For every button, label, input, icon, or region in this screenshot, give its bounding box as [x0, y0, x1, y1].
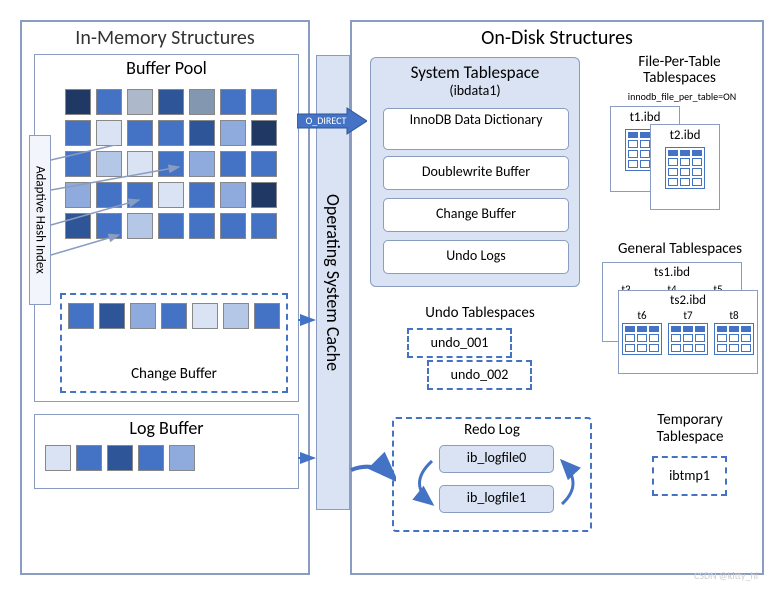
fpt-label: File-Per-Table Tablespaces [602, 54, 757, 86]
buffer-pool-title: Buffer Pool [35, 57, 298, 79]
ahi-arrows [49, 145, 249, 275]
buffer-cell [189, 89, 215, 115]
buffer-cell [127, 120, 153, 146]
system-ts-item-1: Doublewrite Buffer [383, 156, 569, 190]
fpt-file-1: t2.ibd [650, 124, 720, 210]
redo-file-1: ib_logfile1 [439, 485, 554, 513]
change-buffer-squares [68, 303, 284, 333]
buffer-cell [158, 89, 184, 115]
gen0-t1: t4 [667, 282, 676, 297]
change-buffer-cell [223, 303, 249, 329]
buffer-cell [251, 89, 277, 115]
cache-arrows [296, 300, 396, 520]
fpt-file-0: t1.ibd [610, 106, 680, 192]
in-memory-title: In-Memory Structures [22, 26, 308, 50]
log-buffer: Log Buffer [34, 414, 299, 489]
temp-ts-file: ibtmp1 [652, 456, 727, 496]
undo-file-0: undo_001 [407, 328, 512, 358]
gen0-t0: t3 [621, 282, 630, 297]
system-ts-item-3: Undo Logs [383, 240, 569, 274]
gen0-t2: t5 [713, 282, 722, 297]
general-ts-label: General Tablespaces [600, 240, 760, 258]
log-buffer-cell [169, 445, 195, 471]
redo-cycle-icon [402, 449, 587, 519]
buffer-cell [251, 213, 277, 239]
change-buffer-cell [192, 303, 218, 329]
change-buffer-cell [254, 303, 280, 329]
undo-ts-label: Undo Tablespaces [400, 304, 560, 322]
change-buffer-cell [68, 303, 94, 329]
on-disk-title: On-Disk Structures [352, 26, 762, 50]
redo-file-0: ib_logfile0 [439, 445, 554, 473]
fpt-setting: innodb_file_per_table=ON [602, 90, 762, 103]
temp-ts-label: Temporary Tablespace [630, 412, 750, 446]
system-ts-item-2: Change Buffer [383, 198, 569, 232]
log-buffer-squares [45, 445, 290, 475]
in-memory-container: In-Memory Structures Buffer Pool Adaptiv… [20, 20, 310, 575]
system-tablespace: System Tablespace (ibdata1) InnoDB Data … [370, 57, 580, 287]
log-buffer-title: Log Buffer [35, 417, 298, 439]
change-buffer-cell [161, 303, 187, 329]
gen1-t1: t7 [668, 308, 708, 359]
buffer-cell [251, 182, 277, 208]
buffer-cell [96, 89, 122, 115]
undo-file-1: undo_002 [427, 360, 532, 390]
buffer-cell [65, 120, 91, 146]
log-buffer-cell [45, 445, 71, 471]
system-ts-item-0: InnoDB Data Dictionary [383, 108, 569, 150]
buffer-cell [127, 89, 153, 115]
log-buffer-cell [138, 445, 164, 471]
change-buffer-cell [130, 303, 156, 329]
buffer-pool: Buffer Pool Adaptive Hash Index [34, 54, 299, 402]
buffer-cell [220, 120, 246, 146]
redo-log: Redo Log ib_logfile0 ib_logfile1 [392, 417, 592, 532]
change-buffer-cell [99, 303, 125, 329]
gen-ts-1: ts2.ibd t6 t7 t8 [618, 290, 758, 374]
on-disk-container: On-Disk Structures System Tablespace (ib… [350, 20, 764, 575]
buffer-cell [251, 151, 277, 177]
log-buffer-cell [76, 445, 102, 471]
change-buffer: Change Buffer [60, 293, 288, 393]
buffer-cell [96, 120, 122, 146]
buffer-cell [189, 120, 215, 146]
buffer-cell [158, 120, 184, 146]
buffer-cell [65, 89, 91, 115]
o-direct-arrow: O_DIRECT [297, 106, 367, 136]
o-direct-label: O_DIRECT [301, 114, 351, 127]
change-buffer-label: Change Buffer [62, 365, 286, 383]
innodb-architecture-diagram: In-Memory Structures Buffer Pool Adaptiv… [20, 20, 764, 580]
gen-ts-0: ts1.ibd t3 t4 t5 [602, 262, 742, 342]
gen1-t2: t8 [714, 308, 754, 359]
watermark: CSDN @kitty_hi [694, 569, 758, 582]
buffer-cell [220, 89, 246, 115]
system-ts-subtitle: (ibdata1) [371, 82, 579, 99]
system-ts-title: System Tablespace [371, 62, 579, 83]
adaptive-hash-index: Adaptive Hash Index [29, 135, 51, 305]
log-buffer-cell [107, 445, 133, 471]
buffer-cell [251, 120, 277, 146]
redo-log-label: Redo Log [394, 421, 590, 439]
gen1-t0: t6 [622, 308, 662, 359]
